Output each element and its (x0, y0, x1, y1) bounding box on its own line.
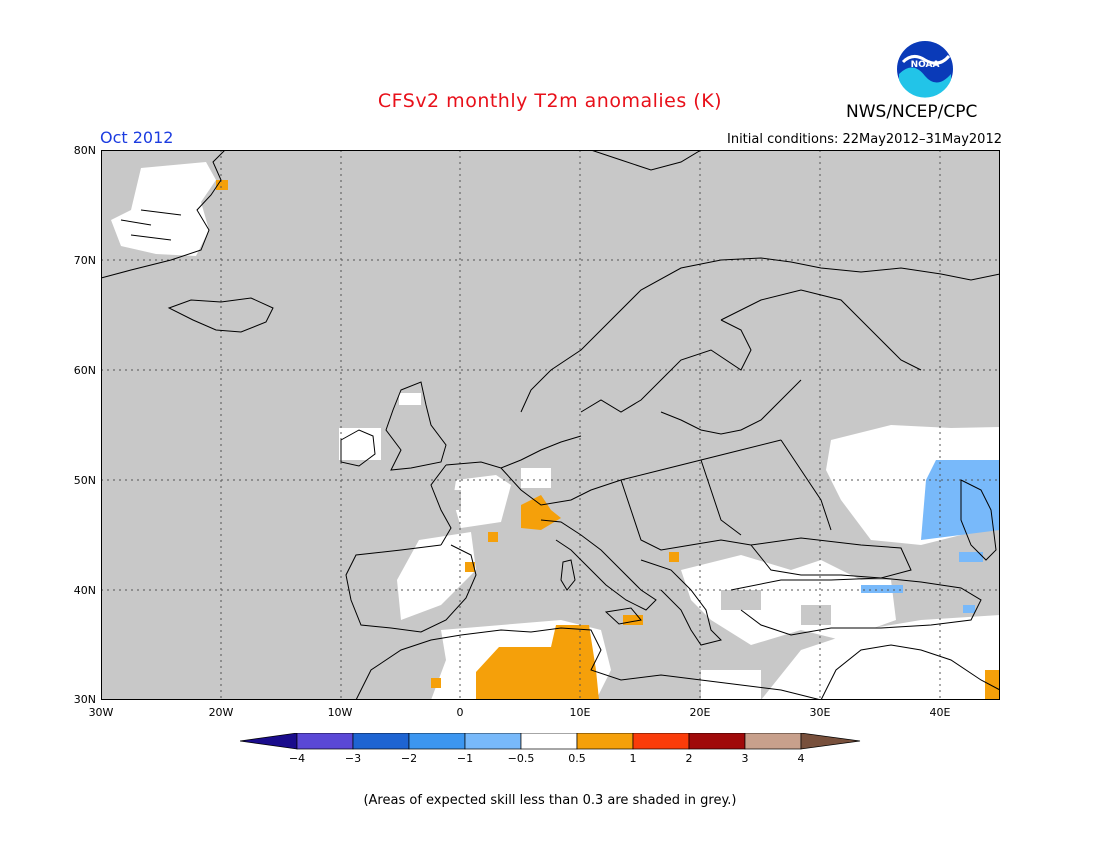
chart-title: CFSv2 monthly T2m anomalies (K) (377, 90, 723, 112)
lon-label-30e: 30E (809, 706, 831, 719)
colorbar-1-2 (632, 733, 690, 750)
lat-label-40n: 40N (73, 584, 96, 597)
forecast-month: Oct 2012 (100, 128, 174, 147)
colorbar-neg4-neg3 (296, 733, 354, 750)
initial-conditions: Initial conditions: 22May2012–31May2012 (727, 132, 1002, 147)
logo-text: NOAA (911, 60, 940, 70)
colorbar-3-4 (744, 733, 802, 750)
colorbar-neg1-neg05 (464, 733, 522, 750)
lon-label-20e: 20E (689, 706, 711, 719)
colorbar-label: 4 (797, 752, 805, 765)
colorbar-2-3 (688, 733, 746, 750)
lat-label-70n: 70N (73, 254, 96, 267)
colorbar-label: 1 (629, 752, 637, 765)
lon-label-10w: 10W (327, 706, 353, 719)
colorbar-label: 3 (741, 752, 749, 765)
skill-footnote: (Areas of expected skill less than 0.3 a… (363, 793, 737, 808)
colorbar-05-1 (576, 733, 634, 750)
colorbar-neg3-neg2 (352, 733, 410, 750)
colorbar-gt-4 (800, 733, 861, 750)
colorbar-label: −1 (456, 752, 474, 765)
lat-label-60n: 60N (73, 364, 96, 377)
lat-label-50n: 50N (73, 474, 96, 487)
colorbar-neg05-05 (520, 733, 578, 750)
lon-label-10e: 10E (569, 706, 591, 719)
noaa-logo: NOAA (897, 41, 953, 98)
colorbar-label: −2 (400, 752, 418, 765)
lon-label-40e: 40E (929, 706, 951, 719)
colorbar-label: −0.5 (507, 752, 535, 765)
colorbar-label: 0.5 (568, 752, 586, 765)
lon-label-0: 0 (456, 706, 464, 719)
colorbar (240, 733, 861, 750)
grey-skill-mask (441, 490, 831, 700)
lon-label-20w: 20W (208, 706, 234, 719)
lat-label-30n: 30N (73, 693, 96, 706)
coastlines (101, 150, 1000, 700)
lat-label-80n: 80N (73, 144, 96, 157)
anomaly-map (101, 150, 1000, 700)
lon-label-30w: 30W (88, 706, 114, 719)
colorbar-neg2-neg1 (408, 733, 466, 750)
colorbar-label: −3 (344, 752, 362, 765)
graticule (101, 150, 1000, 700)
agency-label: NWS/NCEP/CPC (846, 102, 978, 122)
colorbar-label: −4 (288, 752, 306, 765)
colorbar-lt-neg4 (240, 733, 298, 750)
colorbar-label: 2 (685, 752, 693, 765)
